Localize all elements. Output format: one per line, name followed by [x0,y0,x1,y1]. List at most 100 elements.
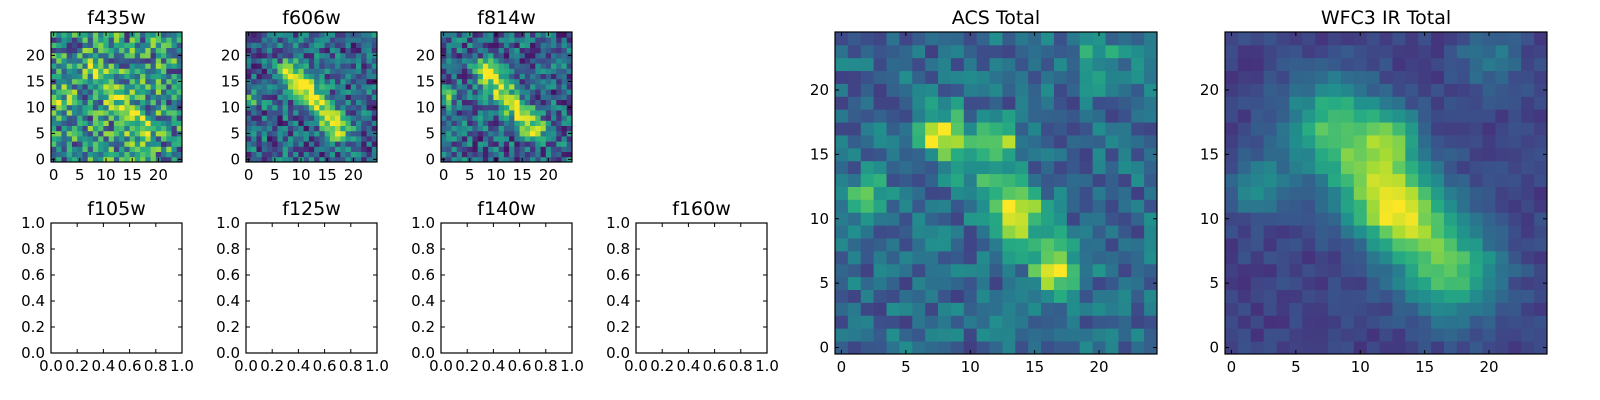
heatmap-cell [873,238,887,252]
heatmap-cell [456,110,463,116]
heatmap-cell [1431,70,1445,84]
heatmap-cell [535,104,541,111]
heatmap-cell [1328,147,1342,162]
x-tick-label: 0.6 [313,357,337,375]
heatmap-cell [950,341,965,355]
heatmap-cell [1482,341,1496,355]
heatmap-cell [1276,263,1290,278]
heatmap-cell [551,115,557,121]
heatmap-cell [1053,276,1068,290]
heatmap-cell [129,115,136,121]
heatmap-cell [108,37,115,43]
heatmap-cell [456,52,463,59]
y-tick-label: 0.4 [216,292,240,310]
heatmap-cell [1508,160,1522,175]
heatmap-cell [329,42,336,48]
heatmap-cell [1521,109,1535,123]
heatmap-cell [251,84,257,90]
heatmap-cell [340,125,346,132]
heatmap-cell [540,42,547,48]
heatmap-cell [176,125,183,132]
heatmap-cell [287,104,294,111]
heatmap-cell [1002,109,1016,123]
y-tick-label: 5 [230,124,240,142]
heatmap-cell [950,315,965,329]
heatmap-cell [345,73,352,80]
heatmap-cell [1379,160,1393,175]
heatmap-cell [509,84,515,90]
heatmap-cell [134,120,141,126]
heatmap-cell [1302,173,1316,187]
heatmap-cell [1225,328,1239,342]
heatmap-cell [56,99,62,106]
heatmap-cell [535,89,541,95]
heatmap-cell [251,47,257,54]
heatmap-cell [950,186,965,200]
heatmap-cell [1105,238,1119,252]
heatmap-cell [847,302,862,316]
heatmap-cell [303,99,310,106]
heatmap-cell [925,44,939,59]
heatmap-cell [467,89,473,95]
heatmap-cell [155,89,162,95]
heatmap-cell [1131,341,1145,355]
heatmap-cell [287,78,294,85]
heatmap-cell [461,52,468,59]
heatmap-cell [1237,32,1252,46]
heatmap-cell [129,99,136,106]
heatmap-cell [371,120,378,126]
heatmap-cell [161,73,167,80]
heatmap-cell [1534,32,1548,46]
heatmap-cell [556,68,562,74]
heatmap-cell [82,37,89,43]
heatmap-cell [899,32,913,46]
heatmap-cell [873,276,887,290]
heatmap-cell [873,147,887,162]
heatmap-cell [1053,302,1068,316]
heatmap-cell [493,99,500,106]
heatmap-cell [1041,57,1055,72]
heatmap-cell [488,110,494,116]
heatmap-cell [498,141,505,147]
heatmap-cell [938,250,952,265]
heatmap-cell [256,78,263,85]
heatmap-cell [498,37,505,43]
x-tick-label: 0 [244,166,254,184]
heatmap-cell [129,52,136,59]
heatmap-cell [340,110,346,116]
heatmap-cell [324,52,331,59]
heatmap-cell [509,42,515,48]
heatmap-cell [912,289,926,303]
heatmap-cell [1482,135,1496,149]
heatmap-cell [1028,44,1042,59]
heatmap-cell [461,120,468,126]
heatmap-cell [551,68,557,74]
heatmap-cell [989,315,1003,329]
heatmap-cell [446,110,452,116]
heatmap-cell [847,186,862,200]
heatmap-cell [366,141,373,147]
heatmap-cell [1405,315,1419,329]
heatmap-cell [134,146,141,152]
heatmap-cell [989,96,1003,110]
heatmap-cell [514,99,520,106]
x-tick-label: 15 [318,166,337,184]
heatmap-cell [256,42,263,48]
heatmap-cell [161,125,167,132]
heatmap-cell [361,73,367,80]
heatmap-cell [371,146,378,152]
heatmap-cell [108,99,115,106]
heatmap-cell [277,73,284,80]
heatmap-cell [963,199,978,213]
heatmap-cell [561,151,568,158]
heatmap-cell [314,125,320,132]
heatmap-cell [963,212,978,226]
heatmap-cell [98,99,104,106]
heatmap-cell [1431,109,1445,123]
heatmap-cell [1340,250,1355,265]
heatmap-cell [293,89,299,95]
heatmap-cell [251,156,257,163]
heatmap-cell [129,151,136,158]
heatmap-cell [1066,276,1081,290]
heatmap-cell [87,73,94,80]
